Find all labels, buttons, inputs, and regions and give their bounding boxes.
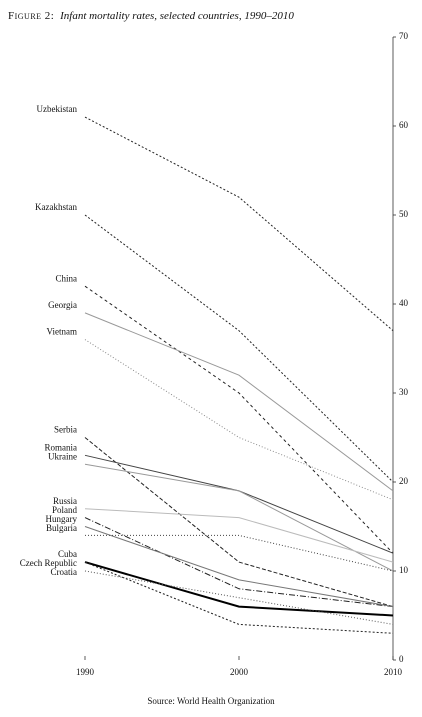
y-tick-label: 70: [399, 31, 409, 41]
series-label: Croatia: [51, 567, 78, 577]
series-line: [84, 508, 394, 563]
x-tick-label: 1990: [76, 667, 95, 677]
series-line: [84, 312, 394, 492]
series-line: [85, 534, 394, 572]
series-label: Serbia: [54, 425, 77, 435]
series-line: [84, 570, 394, 625]
series-label: Bulgaria: [46, 523, 77, 533]
series-line: [84, 339, 394, 501]
series-line: [84, 454, 394, 554]
series-line: [84, 561, 394, 617]
y-tick-label: 20: [399, 476, 409, 486]
series-line: [84, 437, 394, 608]
y-tick-label: 60: [399, 120, 409, 130]
series-label: Poland: [52, 505, 78, 515]
y-tick-label: 40: [399, 298, 409, 308]
y-tick-label: 30: [399, 387, 409, 397]
y-tick-label: 50: [399, 209, 409, 219]
y-tick-label: 10: [399, 565, 409, 575]
series-line: [84, 517, 394, 608]
series-label: Vietnam: [47, 327, 77, 337]
series-label: Ukraine: [48, 451, 77, 461]
series-label: Hungary: [46, 514, 78, 524]
series-label: Kazakhstan: [35, 202, 77, 212]
series-label: Romania: [45, 442, 78, 452]
series-line: [84, 116, 394, 332]
series-line: [84, 285, 394, 554]
series-label: Russia: [53, 496, 77, 506]
series-label: China: [56, 273, 78, 283]
series-label: Cuba: [58, 549, 77, 559]
series-label: Uzbekistan: [37, 104, 78, 114]
series-label: Czech Republic: [20, 558, 77, 568]
x-tick-label: 2010: [384, 667, 403, 677]
y-tick-label: 0: [399, 654, 404, 664]
x-tick-label: 2000: [230, 667, 249, 677]
series-line: [84, 214, 394, 483]
title-text: Infant mortality rates, selected countri…: [59, 10, 294, 22]
series-label: Georgia: [48, 300, 77, 310]
series-line: [84, 561, 394, 634]
title-label: Figure 2:: [8, 10, 54, 22]
chart-title: Figure 2: Infant mortality rates, select…: [8, 10, 294, 22]
source: Source: World Health Organization: [147, 696, 275, 706]
series-line: [84, 463, 394, 572]
series-line: [84, 526, 394, 608]
